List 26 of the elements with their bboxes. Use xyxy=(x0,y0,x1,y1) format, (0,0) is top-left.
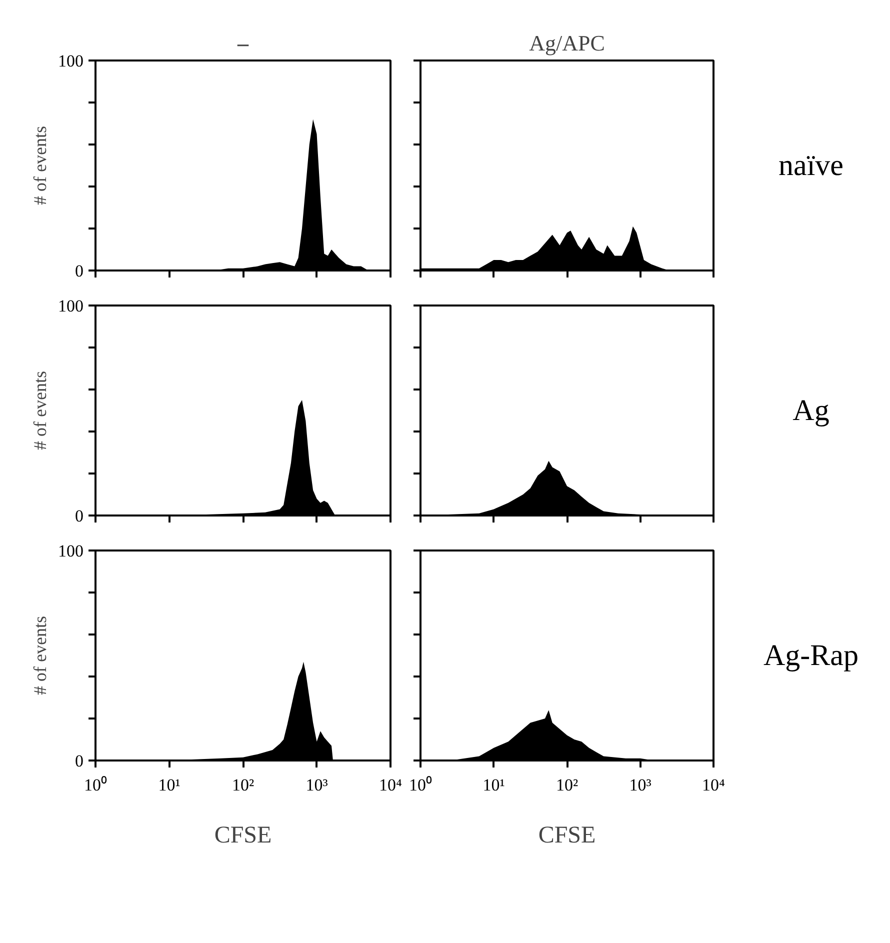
x-tick-label: 10⁰ xyxy=(409,776,432,794)
x-tick-label: 10¹ xyxy=(158,776,180,794)
x-tick-label: 10⁴ xyxy=(702,776,726,794)
text: naïve xyxy=(778,149,844,182)
text: Ag xyxy=(792,394,830,427)
y-tick-label: 0 xyxy=(75,262,84,280)
x-tick-label: 10¹ xyxy=(482,776,505,794)
text: Ag-Rap xyxy=(764,639,858,672)
x-axis-title: CFSE xyxy=(538,822,596,848)
chart-title: Ag/APC xyxy=(529,30,605,56)
y-tick-label: 0 xyxy=(75,752,84,770)
x-tick-label: 10³ xyxy=(306,776,328,794)
y-tick-label: 0 xyxy=(75,506,84,526)
x-tick-label: 10³ xyxy=(629,776,652,794)
y-tick-label: 100 xyxy=(58,542,84,560)
y-tick-label: 100 xyxy=(58,52,84,70)
y-axis-title: # of events xyxy=(30,371,50,450)
y-tick-label: 100 xyxy=(58,296,84,316)
chart-title: – xyxy=(236,30,250,56)
x-tick-label: 10² xyxy=(556,776,578,794)
y-axis-title: # of events xyxy=(30,126,50,205)
x-tick-label: 10⁰ xyxy=(84,776,107,794)
x-axis-title: CFSE xyxy=(214,822,272,848)
x-tick-label: 10⁴ xyxy=(379,776,402,794)
y-axis-title: # of events xyxy=(30,616,50,695)
x-tick-label: 10² xyxy=(232,776,254,794)
